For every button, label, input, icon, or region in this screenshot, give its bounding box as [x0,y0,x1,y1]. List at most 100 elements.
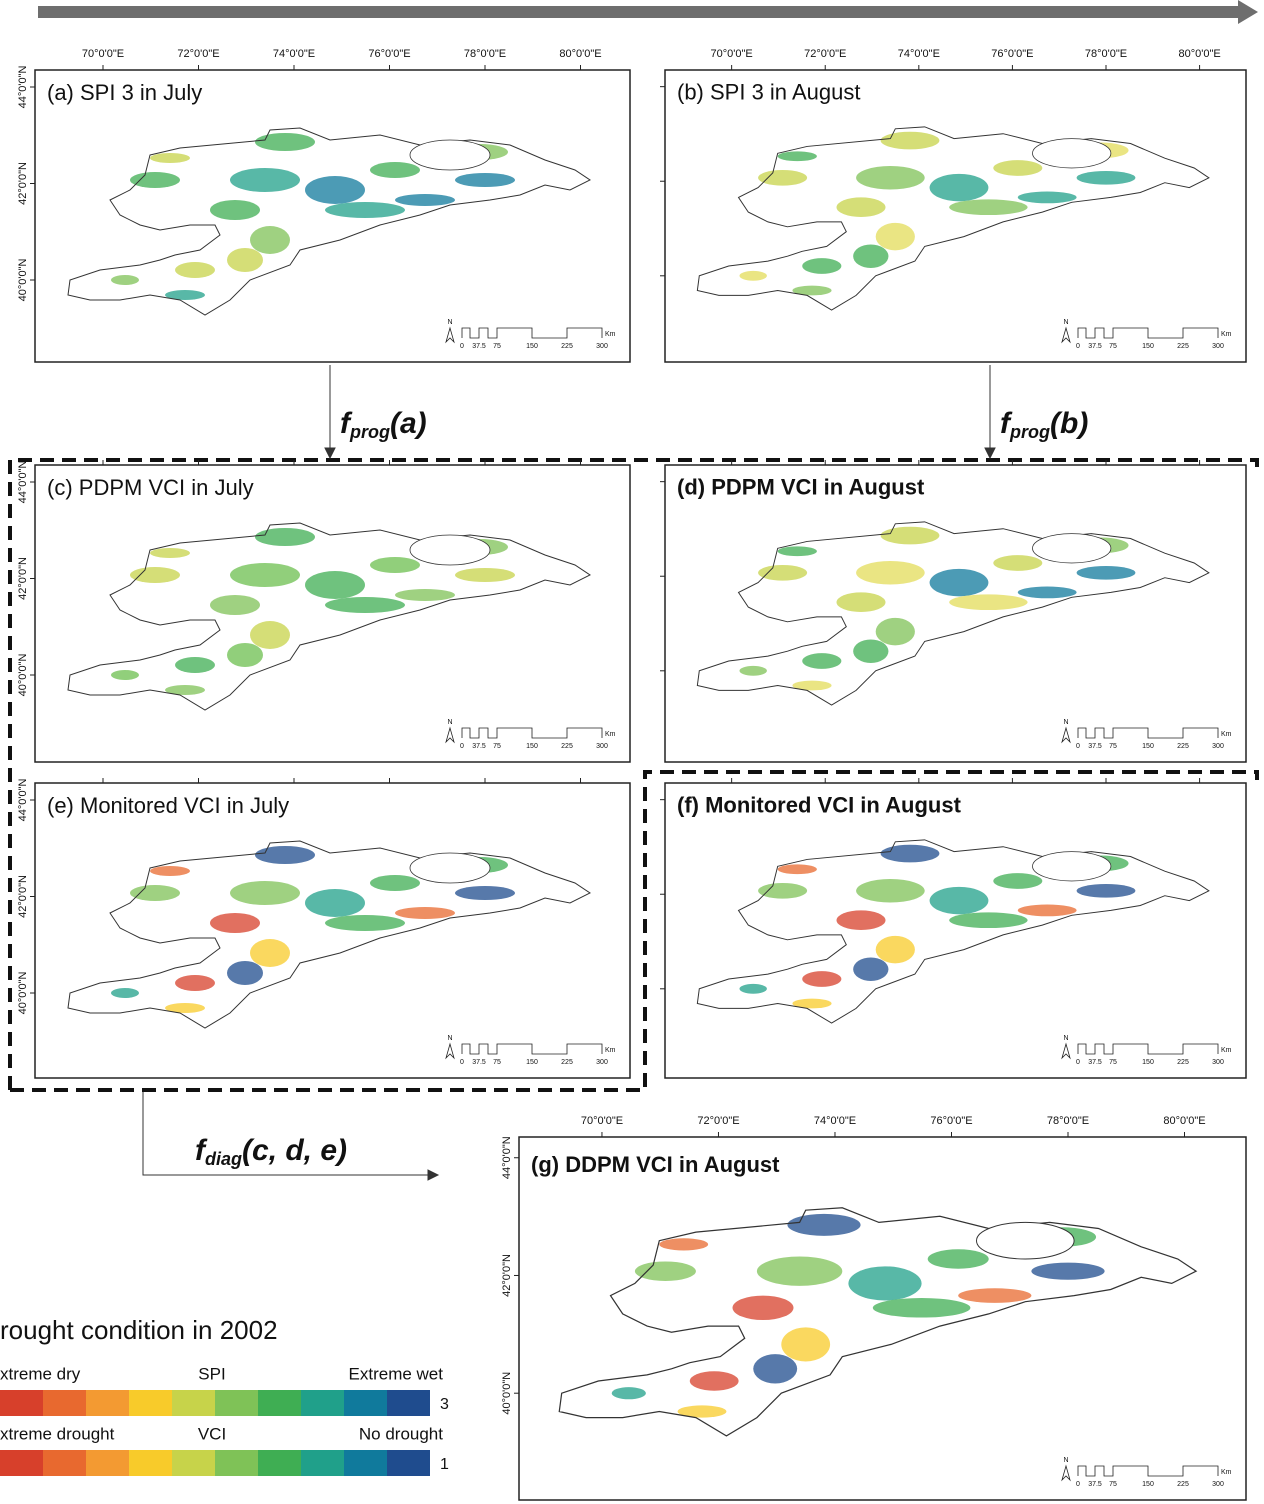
raster-patch [993,873,1042,889]
lon-label: 78°0'0"E [464,48,506,60]
legend-swatch [215,1390,258,1416]
lon-label: 80°0'0"E [1178,48,1220,60]
raster-patch [837,592,886,612]
legend-end: 3 [440,1396,449,1413]
scale-unit: Km [605,731,616,738]
lat-label: 40°0'0"N [17,654,29,697]
raster-patch [881,845,940,863]
raster-patch [802,258,841,274]
legend-swatch [258,1390,301,1416]
north-label: N [1063,319,1068,326]
lake [410,140,490,170]
raster-patch [739,666,766,676]
panel-title: (f) Monitored VCI in August [677,792,962,817]
lon-label: 72°0'0"E [697,1115,739,1127]
lake [1033,534,1111,563]
raster-patch [848,1266,921,1300]
legend-swatch [387,1450,430,1476]
lon-label: 72°0'0"E [804,48,846,60]
legend-swatch [129,1390,172,1416]
map-panel: 70°0'0"E72°0'0"E74°0'0"E76°0'0"E78°0'0"E… [660,48,1246,362]
scale-label: 150 [1142,743,1154,750]
lon-label: 70°0'0"E [82,48,124,60]
scale-label: 150 [526,343,538,350]
raster-patch [305,571,365,599]
raster-patch [111,670,139,680]
lake [410,535,490,565]
lat-label: 44°0'0"N [501,1136,513,1179]
panel-title: (e) Monitored VCI in July [47,793,289,818]
raster-patch [993,555,1042,571]
raster-patch [856,879,925,903]
lat-label: 42°0'0"N [17,162,29,205]
raster-patch [1018,905,1077,917]
raster-patch [175,975,215,991]
raster-patch [690,1371,739,1391]
scale-label: 150 [526,743,538,750]
legend-end: 1 [440,1456,449,1473]
raster-patch [150,866,190,876]
legend-swatch [0,1450,43,1476]
scale-label: 75 [1109,343,1117,350]
scale-label: 150 [1142,1481,1154,1488]
scale-label: 75 [493,743,501,750]
scale-unit: Km [1221,731,1232,738]
legend-swatch [344,1390,387,1416]
raster-patch [739,984,766,994]
legend-swatch [172,1450,215,1476]
raster-patch [802,971,841,987]
lon-label: 76°0'0"E [368,48,410,60]
legend-swatch [43,1450,86,1476]
scale-label: 75 [1109,1481,1117,1488]
raster-patch [856,166,925,190]
raster-patch [150,153,190,163]
scale-label: 225 [1177,1059,1189,1066]
raster-patch [255,528,315,546]
raster-patch [958,1288,1031,1303]
raster-patch [250,621,290,649]
raster-patch [1018,587,1077,599]
legend-swatch [258,1450,301,1476]
raster-patch [210,595,260,615]
scale-label: 150 [1142,343,1154,350]
panel-title: (c) PDPM VCI in July [47,475,254,500]
scale-label: 75 [1109,743,1117,750]
raster-patch [175,262,215,278]
raster-patch [230,881,300,905]
raster-patch [930,887,989,914]
raster-patch [778,546,817,556]
raster-patch [175,657,215,673]
legend-right: Extreme wet [349,1364,444,1383]
lon-label: 72°0'0"E [177,48,219,60]
raster-patch [787,1214,860,1236]
scale-label: 75 [1109,1059,1117,1066]
lat-label: 44°0'0"N [17,779,29,822]
scale-unit: Km [605,1047,616,1054]
raster-patch [876,936,915,963]
raster-patch [111,988,139,998]
legend-swatch [301,1390,344,1416]
raster-patch [210,913,260,933]
scale-label: 37.5 [1088,743,1102,750]
scale-label: 75 [493,343,501,350]
raster-patch [876,223,915,250]
scale-label: 0 [460,343,464,350]
scale-label: 300 [596,743,608,750]
raster-patch [130,567,180,583]
raster-patch [250,226,290,254]
raster-patch [210,200,260,220]
raster-patch [837,197,886,217]
legend-right: No drought [359,1424,443,1443]
panel-title: (a) SPI 3 in July [47,80,202,105]
lat-label: 42°0'0"N [501,1254,513,1297]
scale-label: 0 [1076,1059,1080,1066]
north-label: N [1063,1035,1068,1042]
scale-label: 300 [1212,1481,1224,1488]
panel-frame [519,1137,1246,1500]
scale-label: 300 [596,1059,608,1066]
raster-patch [949,199,1027,215]
legend-middle: SPI [198,1364,225,1383]
legend-middle: VCI [198,1424,226,1443]
